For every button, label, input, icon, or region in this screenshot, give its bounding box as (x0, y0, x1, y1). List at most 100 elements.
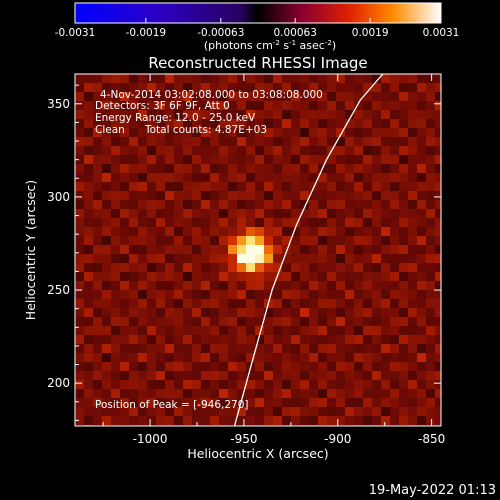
heatmap-cell (345, 416, 354, 425)
heatmap-cell (399, 227, 408, 236)
heatmap-cell (309, 101, 318, 110)
heatmap-cell (345, 317, 354, 326)
heatmap-cell (219, 335, 228, 344)
heatmap-cell (129, 254, 138, 263)
heatmap-cell (129, 362, 138, 371)
heatmap-cell (210, 227, 219, 236)
heatmap-cell (174, 110, 183, 119)
heatmap-cell (75, 371, 84, 380)
colorbar-gradient (74, 2, 442, 24)
heatmap-cell (282, 326, 291, 335)
heatmap-cell (399, 308, 408, 317)
heatmap-cell (174, 101, 183, 110)
heatmap-cell (183, 308, 192, 317)
heatmap-cell (93, 155, 102, 164)
heatmap-cell (417, 218, 426, 227)
heatmap-cell (147, 101, 156, 110)
heatmap-cell (111, 290, 120, 299)
heatmap-cell (93, 326, 102, 335)
heatmap-cell (246, 380, 255, 389)
heatmap-cell (327, 317, 336, 326)
heatmap-cell (183, 317, 192, 326)
heatmap-cell (93, 353, 102, 362)
heatmap-cell (84, 200, 93, 209)
heatmap-cell (264, 416, 273, 425)
heatmap-cell (201, 380, 210, 389)
heatmap-cell (408, 362, 417, 371)
heatmap-cell (138, 344, 147, 353)
heatmap-cell (237, 389, 246, 398)
heatmap-cell (237, 263, 246, 272)
heatmap-cell (246, 272, 255, 281)
heatmap-cell (363, 317, 372, 326)
heatmap-cell (435, 146, 441, 155)
heatmap-cell (219, 290, 228, 299)
heatmap-cell (228, 281, 237, 290)
heatmap-cell (228, 371, 237, 380)
heatmap-cell (246, 299, 255, 308)
heatmap-cell (345, 398, 354, 407)
heatmap-cell (255, 416, 264, 425)
heatmap-cell (318, 335, 327, 344)
heatmap-cell (336, 218, 345, 227)
heatmap-cell (192, 389, 201, 398)
heatmap-cell (282, 110, 291, 119)
heatmap-cell (291, 209, 300, 218)
heatmap-cell (201, 335, 210, 344)
heatmap-cell (408, 128, 417, 137)
heatmap-cell (219, 83, 228, 92)
heatmap-cell (264, 254, 273, 263)
heatmap-cell (183, 281, 192, 290)
heatmap-cell (165, 335, 174, 344)
heatmap-cell (210, 164, 219, 173)
heatmap-cell (246, 182, 255, 191)
heatmap-cell (129, 353, 138, 362)
heatmap-cell (336, 299, 345, 308)
heatmap-cell (165, 209, 174, 218)
heatmap-cell (336, 272, 345, 281)
heatmap-cell (120, 254, 129, 263)
heatmap-cell (372, 272, 381, 281)
heatmap-cell (336, 74, 345, 83)
heatmap-cell (183, 155, 192, 164)
y-tick-label: 250 (47, 283, 70, 297)
heatmap-cell (174, 263, 183, 272)
heatmap-cell (138, 290, 147, 299)
heatmap-cell (120, 353, 129, 362)
heatmap-cell (435, 83, 441, 92)
heatmap-cell (165, 281, 174, 290)
heatmap-cell (201, 245, 210, 254)
heatmap-cell (111, 155, 120, 164)
heatmap-cell (264, 92, 273, 101)
heatmap-cell (156, 335, 165, 344)
heatmap-cell (201, 353, 210, 362)
heatmap-cell (345, 308, 354, 317)
heatmap-cell (228, 254, 237, 263)
heatmap-cell (408, 398, 417, 407)
heatmap-cell (408, 416, 417, 425)
colorbar: -0.0031 -0.0019 -0.00063 0.00063 0.0019 0.003… (55, 2, 459, 52)
heatmap-cell (381, 119, 390, 128)
heatmap-cell (174, 137, 183, 146)
heatmap-cell (399, 263, 408, 272)
heatmap-cell (300, 110, 309, 119)
heatmap-cell (255, 362, 264, 371)
heatmap-cell (111, 200, 120, 209)
heatmap-cell (372, 398, 381, 407)
heatmap-cell (264, 119, 273, 128)
heatmap-cell (264, 101, 273, 110)
heatmap-cell (345, 200, 354, 209)
heatmap-cell (318, 173, 327, 182)
heatmap-cell (273, 290, 282, 299)
heatmap-cell (111, 146, 120, 155)
heatmap-cell (309, 137, 318, 146)
heatmap-cell (156, 92, 165, 101)
heatmap-cell (264, 146, 273, 155)
heatmap-cell (210, 380, 219, 389)
heatmap-cell (435, 362, 441, 371)
heatmap-cell (282, 74, 291, 83)
heatmap-cell (381, 254, 390, 263)
heatmap-cell (129, 416, 138, 425)
heatmap-cell (390, 380, 399, 389)
heatmap-cell (273, 245, 282, 254)
